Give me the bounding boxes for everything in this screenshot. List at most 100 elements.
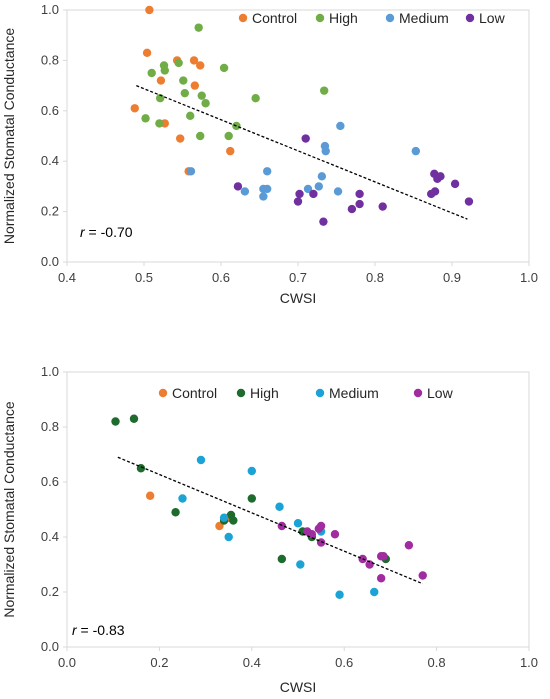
y-tick-label: 0.2 — [41, 584, 59, 599]
data-point-low — [464, 197, 474, 206]
x-tick-label: 0.5 — [135, 270, 153, 285]
data-point-medium — [247, 466, 256, 476]
data-point-medium — [411, 146, 421, 156]
data-point-low — [378, 202, 387, 211]
data-point-high — [224, 131, 233, 141]
data-point-medium — [335, 590, 344, 599]
legend-label-high: High — [329, 10, 358, 26]
x-tick-label: 0.9 — [443, 270, 461, 285]
data-point-high — [196, 131, 205, 141]
data-point-control — [189, 56, 199, 65]
data-point-control — [226, 146, 235, 156]
correlation-value: = -0.83 — [77, 622, 125, 638]
data-point-high — [129, 414, 139, 423]
legend-marker-low — [413, 388, 423, 398]
data-point-control — [190, 81, 200, 90]
y-tick-label: 1.0 — [41, 364, 59, 379]
data-point-high — [155, 94, 165, 103]
legend-label-medium: Medium — [329, 385, 379, 401]
legend-label-control: Control — [252, 10, 297, 26]
x-tick-label: 0.2 — [150, 655, 168, 670]
data-point-high — [251, 94, 260, 103]
data-point-low — [295, 189, 304, 199]
data-point-medium — [275, 502, 284, 511]
y-tick-label: 0.8 — [41, 419, 59, 434]
trendline — [117, 456, 423, 585]
data-point-low — [436, 172, 445, 181]
x-axis-title: CWSI — [280, 290, 317, 306]
x-tick-label: 0.6 — [335, 655, 353, 670]
legend-marker-low — [465, 13, 475, 23]
data-point-medium — [370, 587, 379, 597]
data-point-low — [330, 530, 340, 539]
correlation-label: r = -0.70 — [80, 224, 133, 240]
y-tick-label: 0.4 — [41, 529, 59, 544]
data-point-high — [201, 99, 210, 108]
legend-label-low: Low — [427, 385, 454, 401]
data-point-high — [229, 516, 238, 525]
correlation-symbol: r — [72, 622, 78, 638]
data-point-control — [145, 5, 154, 15]
y-axis-title: Normalized Stomatal Conductance — [1, 28, 17, 245]
data-point-control — [175, 134, 185, 143]
correlation-label: r = -0.83 — [72, 622, 125, 638]
data-point-low — [418, 571, 427, 580]
legend-marker-high — [236, 388, 246, 398]
legend-marker-control — [158, 388, 168, 398]
y-tick-label: 0.0 — [41, 254, 59, 269]
data-point-medium — [224, 532, 233, 542]
data-point-medium — [240, 187, 250, 196]
data-point-high — [186, 111, 195, 121]
data-point-medium — [196, 455, 206, 465]
data-point-high — [141, 114, 150, 123]
data-point-high — [180, 88, 190, 98]
x-tick-label: 0.8 — [366, 270, 384, 285]
data-point-medium — [317, 172, 327, 181]
data-point-low — [301, 134, 310, 143]
plot-area — [66, 371, 530, 648]
data-point-low — [319, 217, 328, 226]
data-point-low — [365, 560, 374, 569]
chart-top: 0.0 0.2 0.4 0.6 0.8 1.0 0.4 0.5 0.6 0.7 0.8 0.9 1.0 C… — [1, 2, 538, 306]
correlation-value: = -0.70 — [85, 224, 133, 240]
data-point-medium — [219, 513, 229, 522]
y-axis-title: Normalized Stomatal Conductance — [1, 401, 17, 618]
legend-label-medium: Medium — [399, 10, 449, 26]
y-tick-label: 1.0 — [41, 2, 59, 17]
x-tick-label: 0.0 — [58, 655, 76, 670]
data-point-high — [247, 494, 256, 503]
data-point-low — [355, 189, 364, 199]
data-point-medium — [303, 184, 313, 194]
data-point-high — [160, 66, 169, 75]
correlation-symbol: r — [80, 224, 86, 240]
x-tick-label: 0.4 — [243, 655, 261, 670]
data-point-low — [404, 541, 414, 550]
x-tick-label: 1.0 — [520, 655, 538, 670]
data-point-low — [355, 199, 364, 209]
data-point-control — [215, 521, 224, 531]
data-point-medium — [186, 167, 196, 176]
data-point-medium — [314, 182, 323, 191]
data-point-low — [233, 182, 243, 191]
data-point-control — [130, 104, 139, 113]
data-point-high — [197, 91, 206, 100]
x-tick-label: 0.4 — [58, 270, 76, 285]
x-tick-label: 0.6 — [212, 270, 230, 285]
data-point-low — [376, 574, 386, 583]
data-point-high — [111, 417, 120, 426]
data-point-medium — [293, 519, 303, 528]
data-point-high — [174, 58, 183, 68]
legend-marker-medium — [385, 13, 395, 23]
data-point-medium — [263, 167, 272, 176]
data-point-low — [309, 189, 318, 199]
x-tick-label: 1.0 — [520, 270, 538, 285]
x-tick-label: 0.7 — [289, 270, 307, 285]
data-point-high — [219, 63, 229, 73]
data-point-high — [194, 23, 203, 32]
data-point-low — [316, 521, 326, 531]
y-tick-label: 0.4 — [41, 153, 59, 168]
data-point-high — [319, 86, 329, 95]
chart-bottom: 0.0 0.2 0.4 0.6 0.8 1.0 0.0 0.2 0.4 0.6 0.8 1.0 CWSI… — [1, 364, 538, 695]
data-point-medium — [333, 187, 343, 196]
